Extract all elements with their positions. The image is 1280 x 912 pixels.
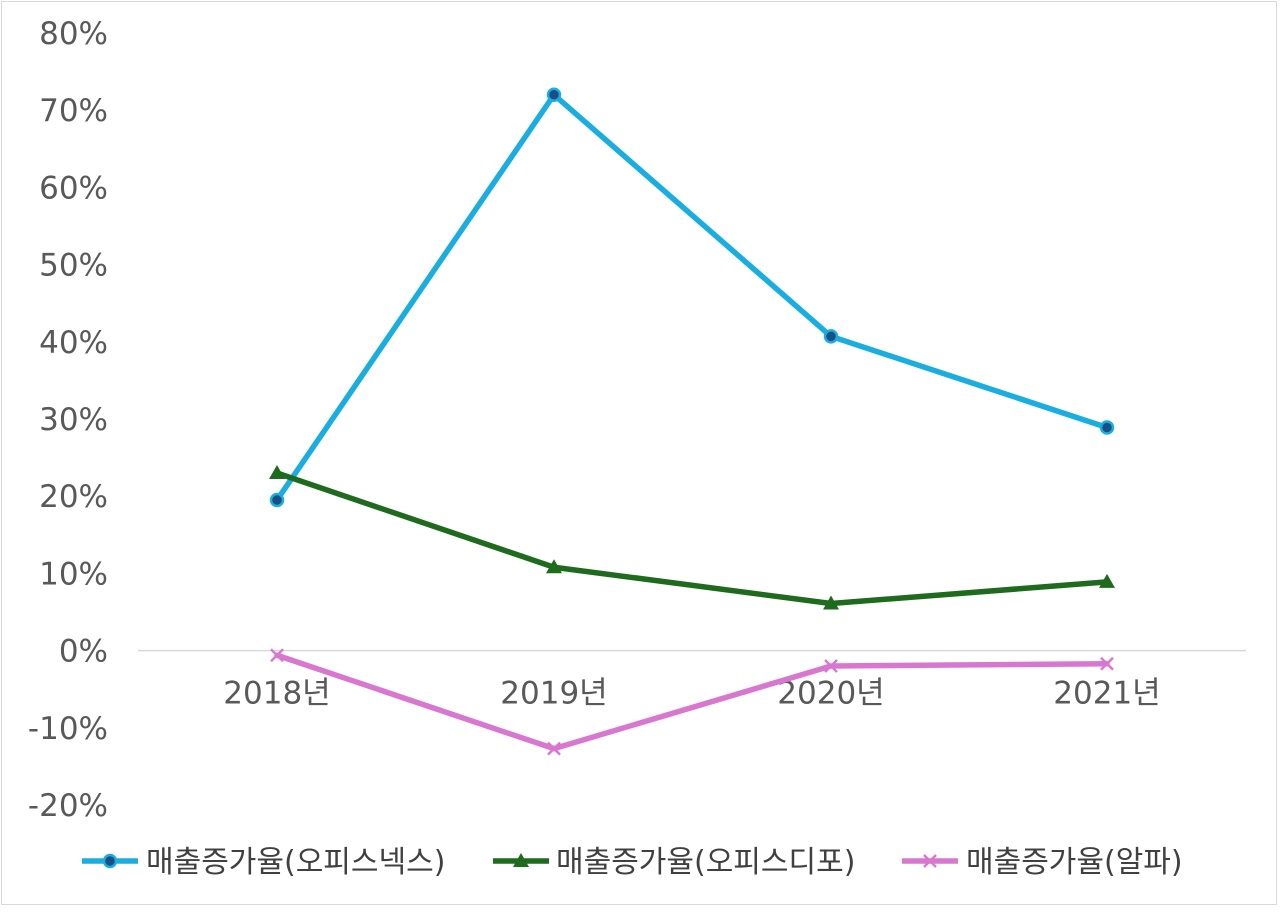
y-tick-label: 70%: [39, 93, 108, 129]
series-1: [269, 87, 1115, 508]
series-2: [269, 465, 1115, 610]
legend-label: 매출증가율(오피스넥스): [146, 845, 445, 880]
legend-item: 매출증가율(오피스넥스): [82, 845, 445, 880]
legend-marker: [102, 853, 118, 869]
series-line: [274, 470, 1110, 607]
y-tick-label: 40%: [39, 325, 108, 361]
y-tick-label: 80%: [39, 16, 108, 52]
data-point: [823, 329, 839, 344]
legend: 매출증가율(오피스넥스) 매출증가율(오피스디포) 매출증가율(알파): [82, 845, 1183, 880]
legend-item: 매출증가율(알파): [902, 845, 1183, 880]
y-tick-label: -10%: [28, 711, 108, 747]
x-tick-label: 2020년: [777, 676, 884, 712]
y-tick-label: 50%: [39, 248, 108, 284]
legend-marker: [923, 854, 937, 868]
y-tick-label: 10%: [39, 556, 108, 592]
x-tick-label: 2021년: [1053, 676, 1160, 712]
y-tick-label: 0%: [59, 634, 108, 670]
data-point: [1099, 420, 1115, 435]
data-point: [269, 492, 285, 508]
data-point: [546, 559, 562, 574]
data-point: [269, 465, 285, 480]
data-point: [824, 659, 838, 673]
y-tick-label: -20%: [28, 788, 108, 824]
x-axis-tick-labels: 2018년 2019년 2020년 2021년: [223, 676, 1160, 712]
series-3: [270, 648, 1114, 756]
y-tick-label: 60%: [39, 170, 108, 206]
data-point: [1100, 656, 1114, 671]
y-tick-label: 30%: [39, 402, 108, 438]
data-point: [546, 87, 562, 103]
series-line: [274, 652, 1110, 752]
data-point: [547, 741, 561, 756]
x-tick-label: 2018년: [223, 676, 330, 712]
data-point: [1099, 573, 1115, 588]
data-point: [270, 648, 284, 663]
legend-label: 매출증가율(알파): [966, 845, 1183, 880]
series-line: [274, 92, 1110, 503]
legend-marker: [513, 853, 529, 867]
x-tick-label: 2019년: [500, 676, 607, 712]
y-tick-label: 20%: [39, 479, 108, 515]
legend-label: 매출증가율(오피스디포): [556, 845, 855, 880]
legend-item: 매출증가율(오피스디포): [493, 845, 855, 880]
series-layer: [269, 87, 1115, 756]
data-point: [823, 595, 839, 610]
y-axis-tick-labels: -20% -10% 0% 10% 20% 30% 40% 50% 60% 70% 80%: [28, 16, 108, 824]
